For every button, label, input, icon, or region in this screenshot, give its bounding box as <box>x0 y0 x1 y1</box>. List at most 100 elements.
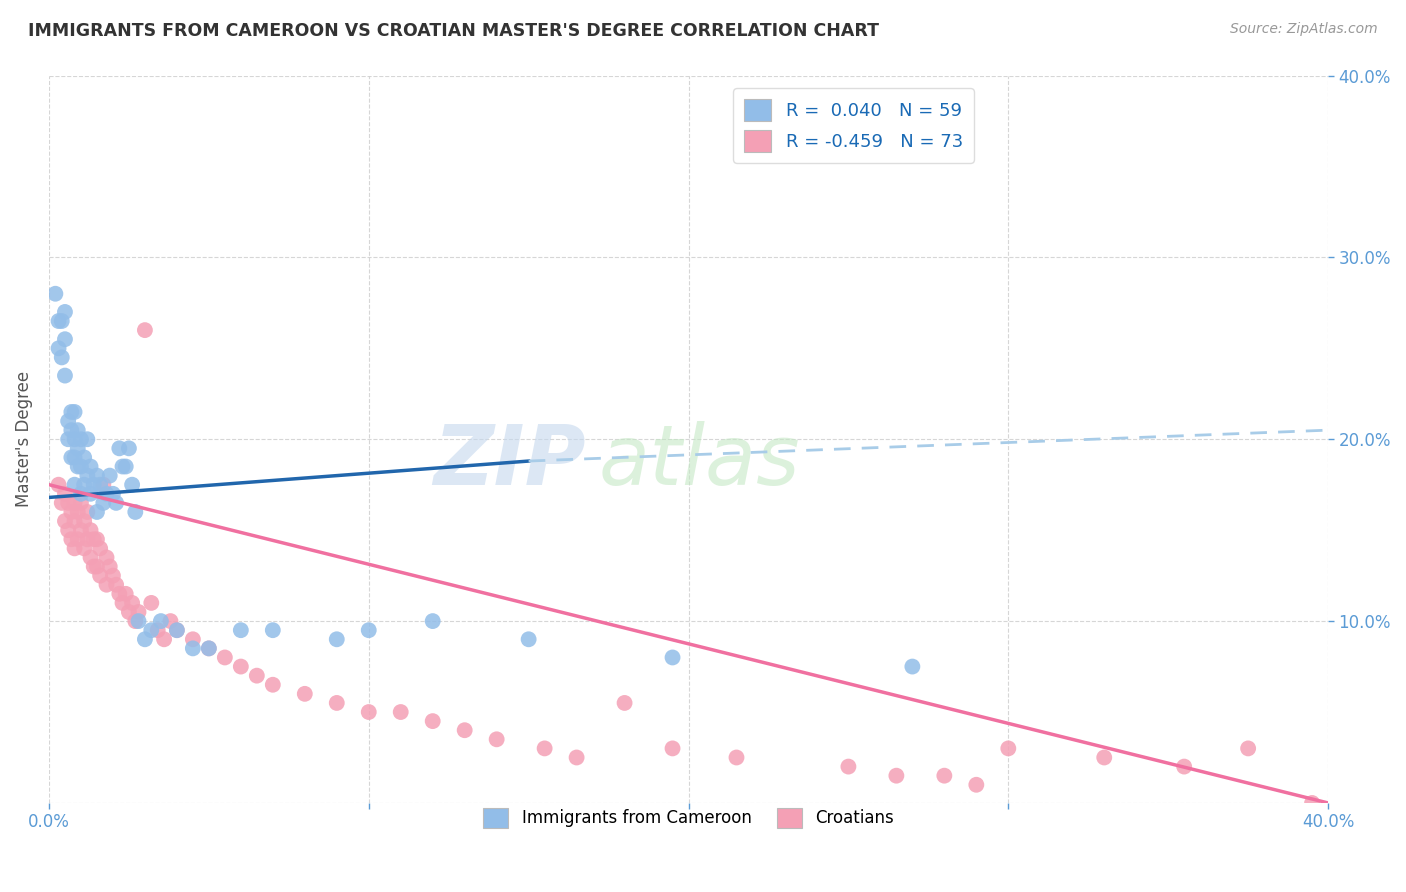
Point <box>886 769 908 783</box>
Point <box>73 477 96 491</box>
Point <box>98 468 121 483</box>
Point <box>83 533 105 547</box>
Point <box>198 641 221 656</box>
Point <box>159 614 181 628</box>
Point <box>76 533 98 547</box>
Point <box>51 496 73 510</box>
Point <box>96 487 118 501</box>
Point <box>53 487 76 501</box>
Point <box>53 368 76 383</box>
Point <box>198 641 221 656</box>
Point <box>66 442 89 456</box>
Point <box>294 687 316 701</box>
Point <box>66 505 89 519</box>
Point <box>114 459 136 474</box>
Point <box>56 496 79 510</box>
Point <box>66 533 89 547</box>
Point <box>60 533 83 547</box>
Point <box>53 514 76 528</box>
Point <box>1301 796 1323 810</box>
Point <box>111 459 134 474</box>
Point <box>83 559 105 574</box>
Point <box>141 596 163 610</box>
Point <box>134 632 156 647</box>
Point <box>114 587 136 601</box>
Point <box>56 432 79 446</box>
Point <box>454 723 477 738</box>
Point <box>246 668 269 682</box>
Point <box>60 405 83 419</box>
Point <box>66 459 89 474</box>
Point <box>51 351 73 365</box>
Point <box>124 614 146 628</box>
Text: ZIP: ZIP <box>433 420 586 501</box>
Point <box>89 541 111 556</box>
Point <box>422 614 444 628</box>
Point <box>121 477 143 491</box>
Point <box>613 696 636 710</box>
Text: atlas: atlas <box>599 420 800 501</box>
Point <box>79 459 101 474</box>
Point <box>149 614 172 628</box>
Text: Source: ZipAtlas.com: Source: ZipAtlas.com <box>1230 22 1378 37</box>
Point <box>86 468 108 483</box>
Point <box>48 477 70 491</box>
Point <box>79 523 101 537</box>
Point <box>934 769 956 783</box>
Legend: Immigrants from Cameroon, Croatians: Immigrants from Cameroon, Croatians <box>477 801 900 835</box>
Point <box>60 505 83 519</box>
Point <box>517 632 540 647</box>
Point <box>63 514 86 528</box>
Point <box>63 450 86 465</box>
Point <box>76 505 98 519</box>
Point <box>89 477 111 491</box>
Point <box>98 559 121 574</box>
Point <box>565 750 588 764</box>
Point <box>181 632 204 647</box>
Point <box>83 477 105 491</box>
Point <box>389 705 412 719</box>
Point <box>837 759 859 773</box>
Point <box>166 623 188 637</box>
Point <box>63 405 86 419</box>
Point <box>997 741 1019 756</box>
Point <box>229 659 252 673</box>
Point <box>1237 741 1260 756</box>
Y-axis label: Master's Degree: Master's Degree <box>15 371 32 508</box>
Point <box>66 423 89 437</box>
Point <box>51 314 73 328</box>
Point <box>153 632 176 647</box>
Point <box>965 778 987 792</box>
Point <box>725 750 748 764</box>
Point <box>121 596 143 610</box>
Point <box>1173 759 1195 773</box>
Point <box>134 323 156 337</box>
Point <box>86 559 108 574</box>
Point <box>73 450 96 465</box>
Point <box>73 541 96 556</box>
Point <box>56 523 79 537</box>
Point <box>63 477 86 491</box>
Point <box>70 523 93 537</box>
Point <box>73 514 96 528</box>
Point <box>111 596 134 610</box>
Point <box>63 496 86 510</box>
Point <box>60 450 83 465</box>
Point <box>101 568 124 582</box>
Point <box>86 533 108 547</box>
Point <box>661 650 683 665</box>
Point <box>70 487 93 501</box>
Point <box>108 587 131 601</box>
Point <box>76 432 98 446</box>
Point <box>326 632 349 647</box>
Point <box>63 541 86 556</box>
Point <box>96 578 118 592</box>
Point <box>96 550 118 565</box>
Point <box>56 414 79 428</box>
Point <box>105 578 128 592</box>
Point <box>63 432 86 446</box>
Point <box>70 496 93 510</box>
Point <box>357 623 380 637</box>
Point <box>89 568 111 582</box>
Point <box>101 487 124 501</box>
